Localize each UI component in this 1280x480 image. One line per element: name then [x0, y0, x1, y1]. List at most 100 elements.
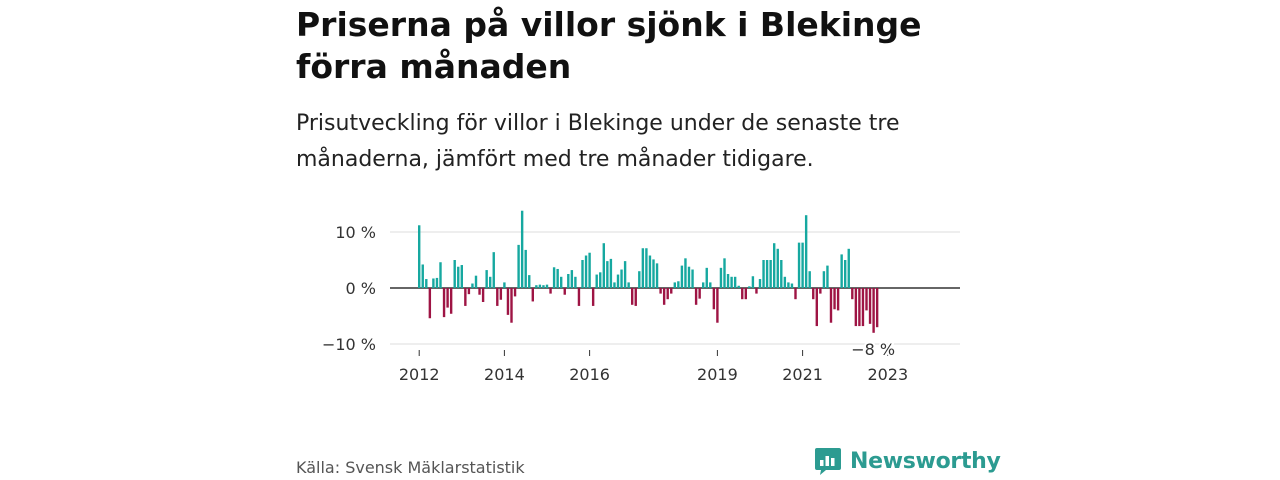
bar — [613, 282, 616, 288]
bar — [780, 260, 783, 288]
bar — [726, 274, 730, 288]
bar — [599, 272, 602, 288]
brand-logo[interactable]: Newsworthy — [814, 446, 1001, 476]
bar — [638, 271, 641, 288]
chart-subtitle: Prisutveckling för villor i Blekinge und… — [296, 111, 900, 172]
bar — [765, 260, 769, 288]
bar — [584, 255, 588, 288]
bar — [481, 288, 485, 302]
bar — [471, 283, 474, 288]
bar — [496, 288, 499, 306]
bar — [801, 242, 804, 288]
bar — [680, 265, 684, 288]
bar — [684, 258, 687, 288]
bars-layer — [418, 210, 879, 333]
newsworthy-logo-icon — [815, 448, 841, 475]
bar — [492, 252, 495, 288]
bar — [602, 243, 605, 288]
bar — [854, 288, 858, 327]
bar — [829, 288, 833, 323]
bar — [875, 288, 879, 328]
bar — [442, 288, 446, 318]
bar — [758, 279, 762, 288]
bar — [538, 284, 542, 288]
bar — [826, 265, 829, 288]
bar — [833, 288, 836, 310]
y-tick-label: −10 % — [322, 335, 376, 354]
bar — [545, 284, 549, 288]
bar — [616, 274, 620, 288]
bar — [812, 288, 815, 300]
bar — [570, 270, 574, 288]
bar — [439, 262, 442, 288]
bar — [794, 288, 797, 300]
bar — [748, 286, 751, 288]
bar — [861, 288, 865, 327]
bar — [677, 281, 680, 288]
bar — [542, 285, 545, 288]
bar — [804, 215, 808, 288]
bar — [524, 249, 527, 288]
axis-layer: 10 % 0 % −10 % 2012 2014 2016 2019 2021 2023 −8 % — [322, 223, 908, 384]
bar — [737, 285, 740, 288]
bar — [520, 210, 524, 288]
bar — [762, 260, 765, 288]
bar — [694, 288, 698, 305]
bar — [428, 288, 432, 319]
bar — [698, 288, 701, 299]
bar — [790, 283, 794, 288]
bar — [787, 282, 790, 288]
bar — [464, 288, 467, 306]
last-value-label: −8 % — [851, 340, 895, 359]
bar — [510, 288, 513, 323]
bar — [631, 288, 634, 305]
bar — [513, 288, 517, 297]
bar — [723, 258, 726, 288]
bar — [645, 248, 648, 288]
bar — [503, 282, 506, 288]
bar — [847, 248, 850, 288]
bar — [783, 276, 787, 288]
bar — [716, 288, 719, 323]
bar — [489, 276, 492, 288]
bar — [499, 288, 503, 300]
bar — [687, 266, 691, 288]
bar — [446, 288, 449, 308]
bar — [591, 288, 595, 306]
x-tick-label: 2012 — [399, 365, 440, 384]
bar — [620, 269, 623, 288]
bar — [744, 288, 747, 300]
bar — [844, 260, 847, 288]
bar — [449, 288, 453, 314]
bar — [581, 260, 584, 288]
bar — [634, 288, 637, 306]
x-tick-label: 2016 — [569, 365, 610, 384]
bar — [563, 288, 566, 295]
bar — [552, 267, 556, 288]
bar — [858, 288, 861, 327]
brand-name: Newsworthy — [850, 448, 1001, 474]
x-tick-label: 2021 — [782, 365, 823, 384]
bar — [517, 244, 520, 288]
x-tick-label: 2023 — [867, 365, 908, 384]
y-tick-label: 10 % — [335, 223, 376, 242]
bar — [755, 288, 758, 294]
bar — [535, 285, 538, 288]
bar — [808, 271, 811, 288]
bar — [655, 263, 659, 288]
x-tick-label: 2019 — [697, 365, 738, 384]
bar — [712, 288, 716, 310]
bar — [595, 274, 598, 288]
bar — [865, 288, 868, 311]
bar — [574, 276, 577, 288]
bar — [528, 275, 531, 288]
bar — [819, 288, 822, 294]
bar — [506, 288, 510, 315]
bar — [432, 278, 435, 288]
bar — [652, 259, 655, 288]
bar — [588, 252, 591, 288]
bar — [730, 276, 733, 288]
y-tick-label: 0 % — [346, 279, 376, 298]
bar — [705, 267, 708, 288]
bar — [567, 274, 570, 288]
